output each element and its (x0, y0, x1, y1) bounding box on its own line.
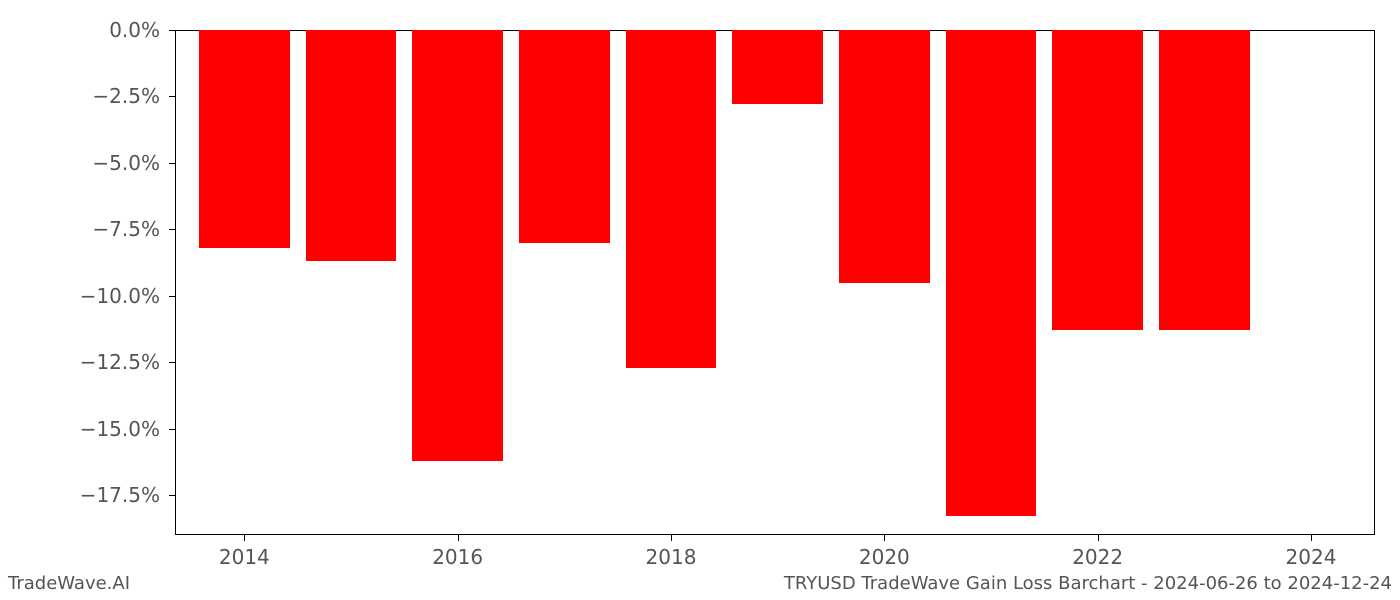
chart-canvas: 0.0% −2.5% −5.0% −7.5% −10.0% −12.5% −15.0% −17… (0, 0, 1400, 600)
bar (1052, 30, 1143, 330)
y-tick-mark (169, 163, 175, 164)
y-tick-label: −2.5% (0, 84, 160, 108)
y-tick-mark (169, 229, 175, 230)
bar (199, 30, 290, 248)
x-tick-mark (671, 535, 672, 541)
x-tick-mark (884, 535, 885, 541)
y-tick-mark (169, 429, 175, 430)
y-tick-label: −15.0% (0, 417, 160, 441)
footer-right-text: TRYUSD TradeWave Gain Loss Barchart - 20… (784, 573, 1392, 594)
x-tick-mark (458, 535, 459, 541)
y-tick-label: −10.0% (0, 284, 160, 308)
bar (306, 30, 397, 261)
y-tick-mark (169, 495, 175, 496)
x-tick-label: 2022 (1072, 545, 1123, 569)
footer-left-text: TradeWave.AI (8, 573, 130, 594)
bar (412, 30, 503, 461)
bar (946, 30, 1037, 516)
x-tick-label: 2024 (1286, 545, 1337, 569)
bar (519, 30, 610, 243)
bar (626, 30, 717, 368)
x-tick-mark (244, 535, 245, 541)
bar (839, 30, 930, 283)
y-tick-label: −5.0% (0, 151, 160, 175)
bar (732, 30, 823, 104)
y-tick-mark (169, 96, 175, 97)
x-tick-mark (1311, 535, 1312, 541)
x-tick-label: 2016 (432, 545, 483, 569)
y-tick-label: −12.5% (0, 350, 160, 374)
y-tick-mark (169, 30, 175, 31)
x-tick-label: 2014 (219, 545, 270, 569)
y-tick-mark (169, 362, 175, 363)
y-tick-label: −17.5% (0, 483, 160, 507)
x-tick-label: 2018 (646, 545, 697, 569)
y-tick-label: −7.5% (0, 217, 160, 241)
bar (1159, 30, 1250, 330)
y-tick-label: 0.0% (0, 18, 160, 42)
y-tick-mark (169, 296, 175, 297)
x-tick-label: 2020 (859, 545, 910, 569)
x-tick-mark (1098, 535, 1099, 541)
